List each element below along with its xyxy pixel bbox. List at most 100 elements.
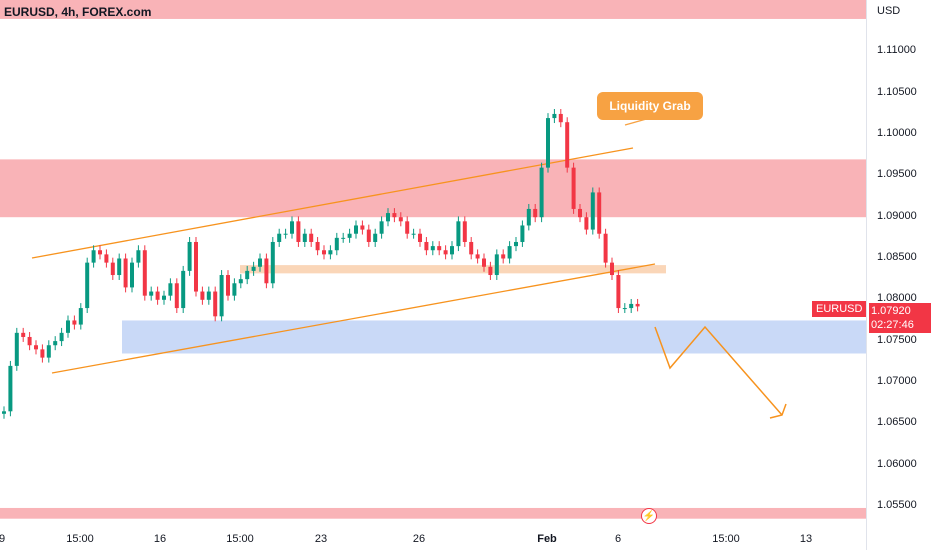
bullish-candle xyxy=(14,332,19,366)
bullish-candle xyxy=(354,225,358,234)
countdown-timer: 02:27:46 xyxy=(871,319,914,331)
bearish-candle xyxy=(174,283,179,309)
bearish-candle xyxy=(533,208,538,218)
bullish-candle xyxy=(162,295,166,300)
bullish-candle xyxy=(456,221,461,247)
time-label: 23 xyxy=(314,533,328,545)
bearish-candle xyxy=(418,233,422,242)
price-axis[interactable]: USD 1.11000 1.10500 1.10000 1.09500 1.09000 1… xyxy=(866,0,932,550)
time-axis[interactable]: 9 15:00 16 15:00 23 26 Feb 6 15:00 13 xyxy=(0,530,866,550)
bearish-candle xyxy=(405,221,410,234)
bullish-candle xyxy=(258,258,262,267)
time-label: 26 xyxy=(412,533,426,545)
bullish-candle xyxy=(238,279,243,284)
bullish-candle xyxy=(450,246,454,255)
bullish-candle xyxy=(539,167,544,218)
price-label: 1.06000 xyxy=(877,458,917,470)
bearish-candle xyxy=(616,275,621,309)
bullish-candle xyxy=(520,225,525,242)
supply-zone-0 xyxy=(0,159,866,218)
bearish-candle xyxy=(635,303,640,307)
bearish-candle xyxy=(315,241,320,251)
candlestick-plot xyxy=(0,0,866,519)
bullish-candle xyxy=(130,262,134,288)
bearish-candle xyxy=(482,258,486,267)
bullish-candle xyxy=(59,332,64,342)
bearish-candle xyxy=(488,266,493,276)
bearish-candle xyxy=(40,349,45,358)
bullish-candle xyxy=(85,262,90,309)
bearish-candle xyxy=(398,217,403,222)
bullish-candle xyxy=(430,246,435,251)
bearish-candle xyxy=(475,254,480,259)
bullish-candle xyxy=(347,233,352,238)
time-label: 13 xyxy=(799,533,813,545)
bearish-candle xyxy=(264,258,269,284)
bullish-candle xyxy=(187,241,192,271)
flash-icon[interactable]: ⚡ xyxy=(641,508,657,524)
last-price-tag: 1.07920 02:27:46 xyxy=(869,303,931,333)
bullish-candle xyxy=(66,320,70,333)
price-label: 1.10500 xyxy=(877,86,917,98)
channel-lower-line xyxy=(51,263,656,374)
demand-zone-3 xyxy=(122,320,866,354)
symbol-price-tag: EURUSD xyxy=(812,301,866,317)
liquidity-grab-callout[interactable]: Liquidity Grab xyxy=(597,92,703,120)
bullish-candle xyxy=(507,246,512,259)
bullish-candle xyxy=(78,308,83,325)
price-label: 1.09500 xyxy=(877,168,917,180)
projection-arrowhead xyxy=(769,403,787,419)
bearish-candle xyxy=(226,275,230,296)
bullish-candle xyxy=(302,233,307,242)
bearish-candle xyxy=(213,291,218,317)
bearish-candle xyxy=(603,233,608,263)
bullish-candle xyxy=(622,308,627,310)
bearish-candle xyxy=(469,241,474,255)
bearish-candle xyxy=(597,192,602,234)
bullish-candle xyxy=(181,270,186,309)
channel-upper-line xyxy=(31,147,634,259)
bullish-candle xyxy=(494,254,499,276)
bullish-candle xyxy=(219,275,224,317)
bullish-candle xyxy=(386,213,390,222)
bearish-candle xyxy=(584,217,589,230)
bullish-candle xyxy=(379,221,384,234)
bearish-candle xyxy=(360,225,365,230)
price-label: 1.08500 xyxy=(877,251,917,263)
bullish-candle xyxy=(552,113,557,119)
bearish-candle xyxy=(322,250,326,255)
chart-area[interactable]: EURUSD, 4h, FOREX.com Liquidity Grab ⚡ E… xyxy=(0,0,866,550)
price-label: 1.07500 xyxy=(877,334,917,346)
bearish-candle xyxy=(565,122,570,168)
bullish-candle xyxy=(270,241,275,284)
bullish-candle xyxy=(334,237,339,251)
bullish-candle xyxy=(629,303,634,309)
bullish-candle xyxy=(328,250,333,255)
bullish-candle xyxy=(341,237,346,239)
bearish-candle xyxy=(142,250,147,296)
bullish-candle xyxy=(373,233,378,242)
bearish-candle xyxy=(155,291,160,300)
bullish-candle xyxy=(149,291,154,296)
bearish-candle xyxy=(309,233,314,242)
price-label: 1.11000 xyxy=(877,44,916,56)
bullish-candle xyxy=(117,258,122,276)
bearish-candle xyxy=(98,250,102,255)
bearish-candle xyxy=(296,221,301,242)
bullish-candle xyxy=(91,250,96,263)
symbol-title[interactable]: EURUSD, 4h, FOREX.com xyxy=(4,5,152,19)
bullish-candle xyxy=(546,118,550,168)
bullish-candle xyxy=(251,266,256,271)
bullish-candle xyxy=(277,233,282,242)
bullish-candle xyxy=(514,241,518,247)
price-label: 1.06500 xyxy=(877,416,917,428)
bullish-candle xyxy=(206,291,211,300)
last-price-value: 1.07920 xyxy=(871,305,911,317)
bearish-candle xyxy=(104,254,109,263)
bearish-candle xyxy=(392,213,397,218)
bearish-candle xyxy=(366,229,371,242)
bearish-candle xyxy=(200,291,205,300)
bullish-candle xyxy=(136,250,141,263)
bearish-candle xyxy=(571,167,576,209)
price-label: 1.09000 xyxy=(877,210,917,222)
